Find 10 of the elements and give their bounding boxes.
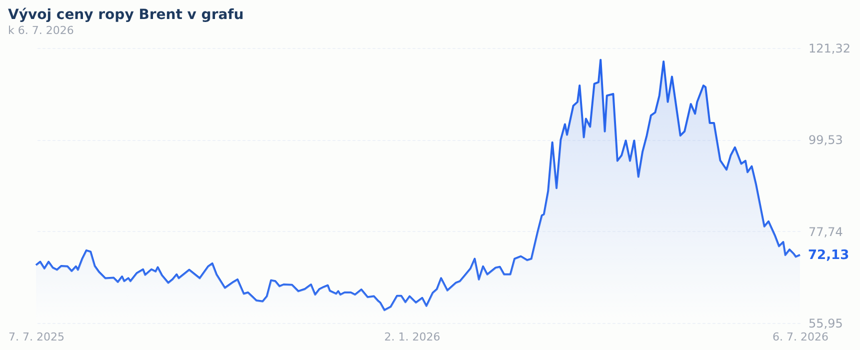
y-tick-label: 77,74	[808, 224, 843, 239]
y-tick-label: 55,95	[808, 316, 843, 330]
chart-subtitle: k 6. 7. 2026	[8, 24, 74, 37]
annotation: 72,13	[808, 248, 850, 263]
x-tick-label: 7. 7. 2025	[8, 330, 64, 344]
chart-title: Vývoj ceny ropy Brent v grafu	[8, 7, 244, 23]
y-tick-label: 99,53	[808, 133, 843, 148]
x-tick-label: 2. 1. 2026	[384, 330, 440, 344]
y-tick-label: 121,32	[808, 42, 850, 56]
x-tick-label: 6. 7. 2026	[772, 330, 828, 344]
